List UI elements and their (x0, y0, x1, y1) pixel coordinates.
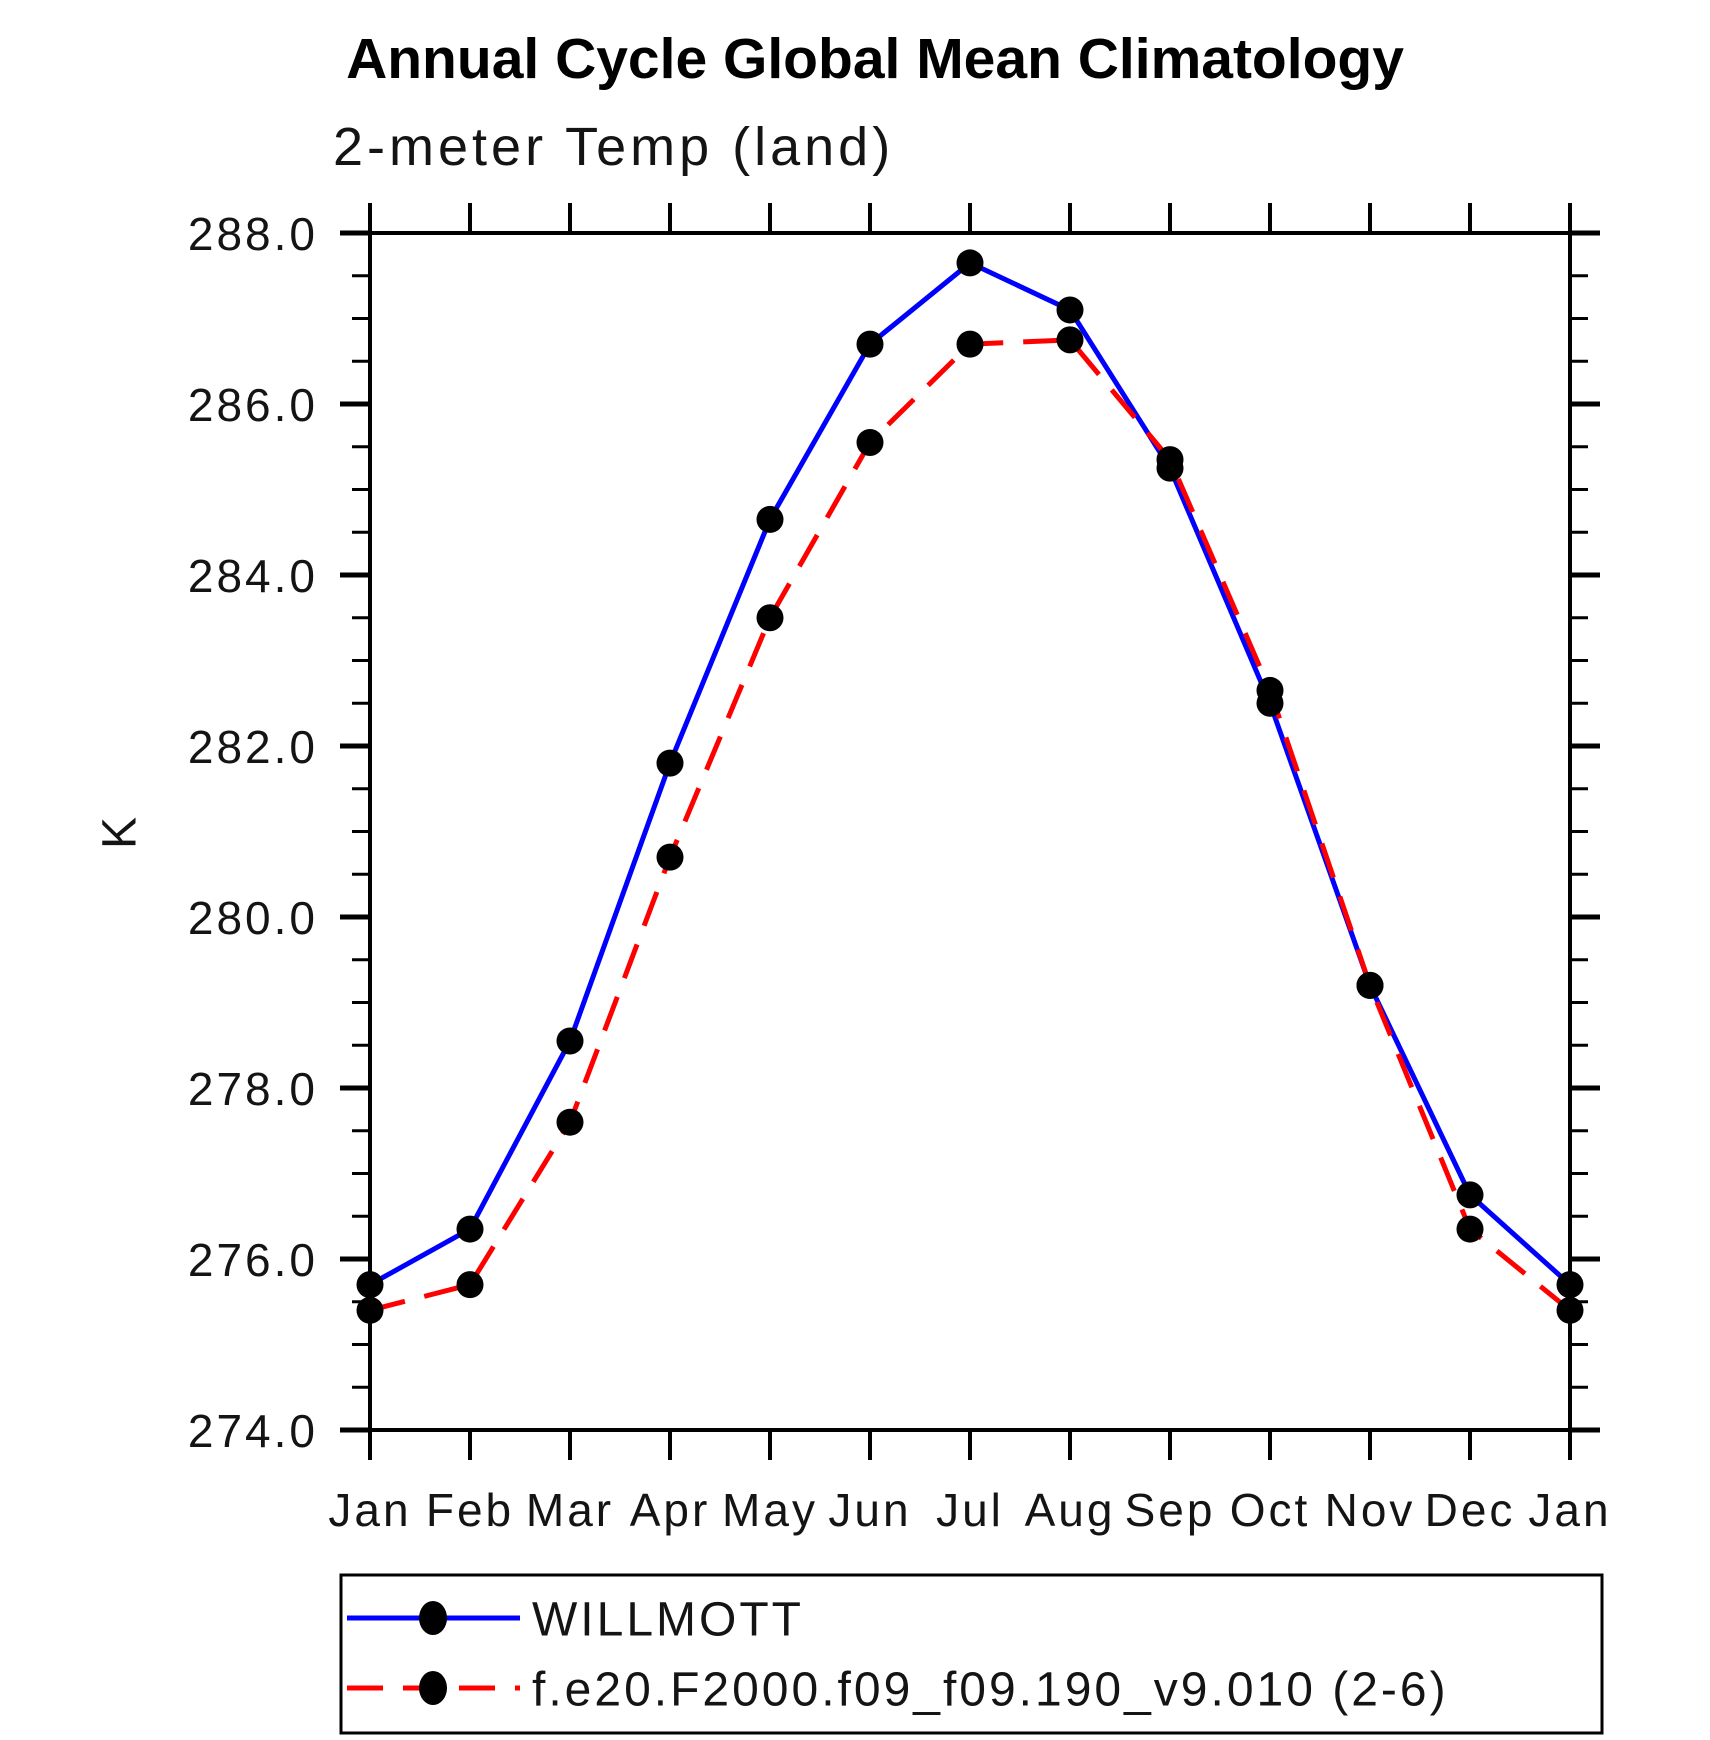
plot-frame (368, 231, 1572, 1432)
legend-box (339, 1573, 1604, 1735)
x-tick-label: Oct (1230, 1484, 1311, 1536)
x-tick-label: Jul (936, 1484, 1004, 1536)
y-tick-label: 276.0 (188, 1234, 318, 1286)
data-point-series-0 (356, 1271, 384, 1299)
data-point-series-1 (956, 330, 984, 358)
x-tick-label: Feb (426, 1484, 514, 1536)
data-point-series-0 (1456, 1181, 1484, 1209)
legend-marker-0 (419, 1601, 447, 1635)
chart-title: Annual Cycle Global Mean Climatology (346, 27, 1404, 91)
data-point-series-1 (1256, 676, 1284, 704)
data-point-series-0 (556, 1027, 584, 1055)
data-point-series-1 (1156, 446, 1184, 474)
legend-marker-1 (419, 1671, 447, 1705)
y-tick-label: 284.0 (188, 550, 318, 602)
legend-label-0: WILLMOTT (532, 1594, 804, 1647)
y-tick-label: 286.0 (188, 379, 318, 431)
x-tick-label: Aug (1025, 1484, 1116, 1536)
data-point-series-0 (856, 330, 884, 358)
data-point-series-0 (656, 749, 684, 777)
series-line-1 (369, 337, 1572, 1313)
y-axis-label: K (94, 815, 147, 849)
x-tick-label: Dec (1425, 1484, 1516, 1536)
x-tick-label: Jan (1528, 1484, 1611, 1536)
y-tick-label: 280.0 (188, 892, 318, 944)
x-tick-label: Jan (328, 1484, 411, 1536)
legend-label-1: f.e20.F2000.f09_f09.190_v9.010 (2-6) (532, 1664, 1449, 1717)
data-point-series-1 (556, 1108, 584, 1136)
data-point-series-1 (1056, 326, 1084, 354)
x-tick-label: Mar (526, 1484, 614, 1536)
data-point-series-1 (1356, 971, 1384, 999)
data-point-series-1 (656, 843, 684, 871)
data-point-series-1 (456, 1271, 484, 1299)
data-point-series-1 (1556, 1296, 1584, 1324)
y-tick-label: 282.0 (188, 721, 318, 773)
x-tick-label: May (722, 1484, 818, 1536)
data-point-series-0 (456, 1215, 484, 1243)
x-tick-label: Sep (1125, 1484, 1216, 1536)
data-point-series-0 (1056, 296, 1084, 324)
data-point-series-1 (356, 1296, 384, 1324)
data-point-series-1 (1456, 1215, 1484, 1243)
data-point-series-1 (756, 604, 784, 632)
y-tick-label: 278.0 (188, 1063, 318, 1115)
y-tick-label: 288.0 (188, 208, 318, 260)
x-tick-label: Apr (630, 1484, 711, 1536)
y-tick-label: 274.0 (188, 1405, 318, 1457)
data-point-series-0 (956, 249, 984, 277)
x-tick-label: Nov (1325, 1484, 1416, 1536)
series-line-0 (368, 259, 1572, 1287)
data-point-series-0 (756, 505, 784, 533)
x-tick-label: Jun (828, 1484, 911, 1536)
data-point-series-1 (856, 428, 884, 456)
data-point-series-0 (1556, 1271, 1584, 1299)
chart-subtitle: 2-meter Temp (land) (333, 117, 895, 177)
